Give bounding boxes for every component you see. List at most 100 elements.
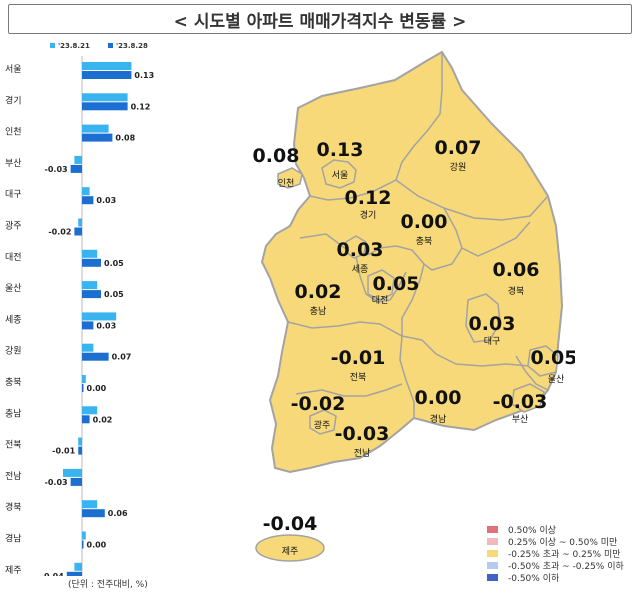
legend-swatch (487, 549, 498, 557)
region-name: 경기 (360, 209, 377, 221)
region-value: 0.12 (345, 187, 392, 209)
region-name: 서울 (332, 170, 349, 181)
region-name: 대구 (484, 336, 501, 347)
legend-swatch (487, 537, 498, 545)
ulsan-shape (527, 345, 559, 377)
region-value: 0.02 (295, 281, 342, 303)
category-label: 경북 (5, 501, 22, 513)
legend-swatch (487, 525, 498, 533)
region-name: 인천 (278, 178, 295, 189)
data-label: 0.13 (134, 71, 154, 80)
bar-prev (82, 312, 117, 321)
bar-prev (78, 437, 82, 446)
legend-row: -0.50% 초과 ~ -0.25% 이하 (487, 559, 624, 572)
bar-curr (82, 321, 94, 330)
mainland-shape (260, 50, 564, 474)
data-label: -0.04 (41, 572, 64, 576)
category-label: 강원 (5, 346, 22, 357)
daegu-shape (465, 293, 501, 343)
data-label: 0.08 (115, 134, 135, 143)
bar-curr (82, 290, 101, 299)
data-label: 0.06 (108, 509, 128, 518)
unit-note: (단위 : 전주대비, %) (68, 580, 148, 590)
region-name: 부산 (512, 414, 529, 425)
region-name: 충남 (310, 306, 327, 317)
seoul-shape (321, 159, 357, 189)
region-value: 0.00 (401, 211, 448, 233)
daejeon-shape (367, 269, 395, 301)
legend-label: 0.25% 이상 ~ 0.50% 미만 (508, 537, 618, 548)
data-label: 0.05 (104, 290, 124, 299)
category-label: 대전 (5, 252, 22, 263)
bar-curr (70, 164, 82, 173)
region-value: 0.13 (317, 139, 364, 161)
bar-prev (82, 62, 132, 70)
bar-curr (82, 540, 84, 549)
category-label: 전북 (5, 440, 22, 451)
jeju-shape (255, 534, 325, 562)
bar-prev (82, 500, 98, 509)
bar-prev (74, 155, 82, 164)
bar-prev (82, 531, 86, 540)
sejong-shape (345, 235, 367, 259)
bar-prev (82, 281, 98, 290)
category-label: 부산 (5, 158, 22, 169)
region-name: 제주 (282, 546, 299, 557)
region-value: 0.03 (469, 313, 516, 335)
bar-prev (82, 93, 128, 102)
category-label: 울산 (5, 283, 22, 294)
legend-row: 0.25% 이상 ~ 0.50% 미만 (487, 535, 624, 548)
data-label: 0.07 (112, 353, 132, 362)
region-name: 경남 (430, 413, 447, 425)
legend-label: -0.25% 초과 ~ 0.25% 미만 (508, 549, 621, 560)
bar-prev (82, 187, 90, 196)
data-label: 0.12 (131, 102, 151, 111)
region-name: 충북 (416, 236, 433, 247)
region-name: 울산 (548, 374, 565, 385)
region-name: 경북 (508, 285, 525, 297)
legend-swatch-1 (108, 43, 113, 48)
legend-swatch (487, 561, 498, 569)
region-name: 전남 (354, 448, 371, 459)
data-label: 0.00 (87, 384, 107, 393)
legend-label-0: '23.8.21 (58, 42, 90, 50)
region-value: -0.04 (263, 513, 318, 535)
province-borders (287, 52, 549, 418)
bar-curr (78, 446, 82, 455)
bar-curr (82, 258, 101, 267)
data-label: 0.03 (96, 196, 116, 205)
data-label: -0.03 (45, 478, 68, 487)
bar-prev (82, 406, 98, 415)
region-name: 강원 (450, 162, 467, 173)
legend-row: 0.50% 이상 (487, 523, 624, 536)
region-value: 0.03 (337, 239, 384, 261)
data-label: 0.00 (87, 541, 107, 550)
bar-prev (82, 249, 98, 258)
region-name: 대전 (372, 295, 389, 306)
legend-swatch (487, 573, 498, 581)
category-label: 충남 (5, 408, 22, 419)
region-value: 0.07 (435, 137, 482, 159)
category-label: 서울 (5, 64, 22, 75)
legend-row: -0.25% 초과 ~ 0.25% 미만 (487, 547, 624, 560)
data-label: -0.02 (48, 228, 71, 237)
region-name: 전북 (350, 372, 367, 383)
bar-prev (63, 468, 82, 477)
bar-curr (82, 509, 105, 518)
category-label: 광주 (5, 220, 22, 232)
bar-legend: '23.8.21 '23.8.28 (50, 42, 148, 50)
bar-prev (82, 124, 109, 133)
map-legend: 0.50% 이상 0.25% 이상 ~ 0.50% 미만 -0.25% 초과 ~ 0… (487, 523, 624, 584)
region-value: -0.03 (493, 391, 548, 413)
bar-prev (82, 375, 86, 383)
legend-label: -0.50% 이하 (508, 573, 560, 584)
region-value: -0.02 (291, 393, 346, 415)
region-value: 0.06 (493, 259, 540, 281)
incheon-shape (277, 167, 303, 189)
data-label: 0.05 (104, 259, 124, 268)
category-label: 충북 (5, 377, 22, 388)
category-label: 경기 (5, 94, 22, 106)
data-label: -0.01 (52, 447, 75, 456)
